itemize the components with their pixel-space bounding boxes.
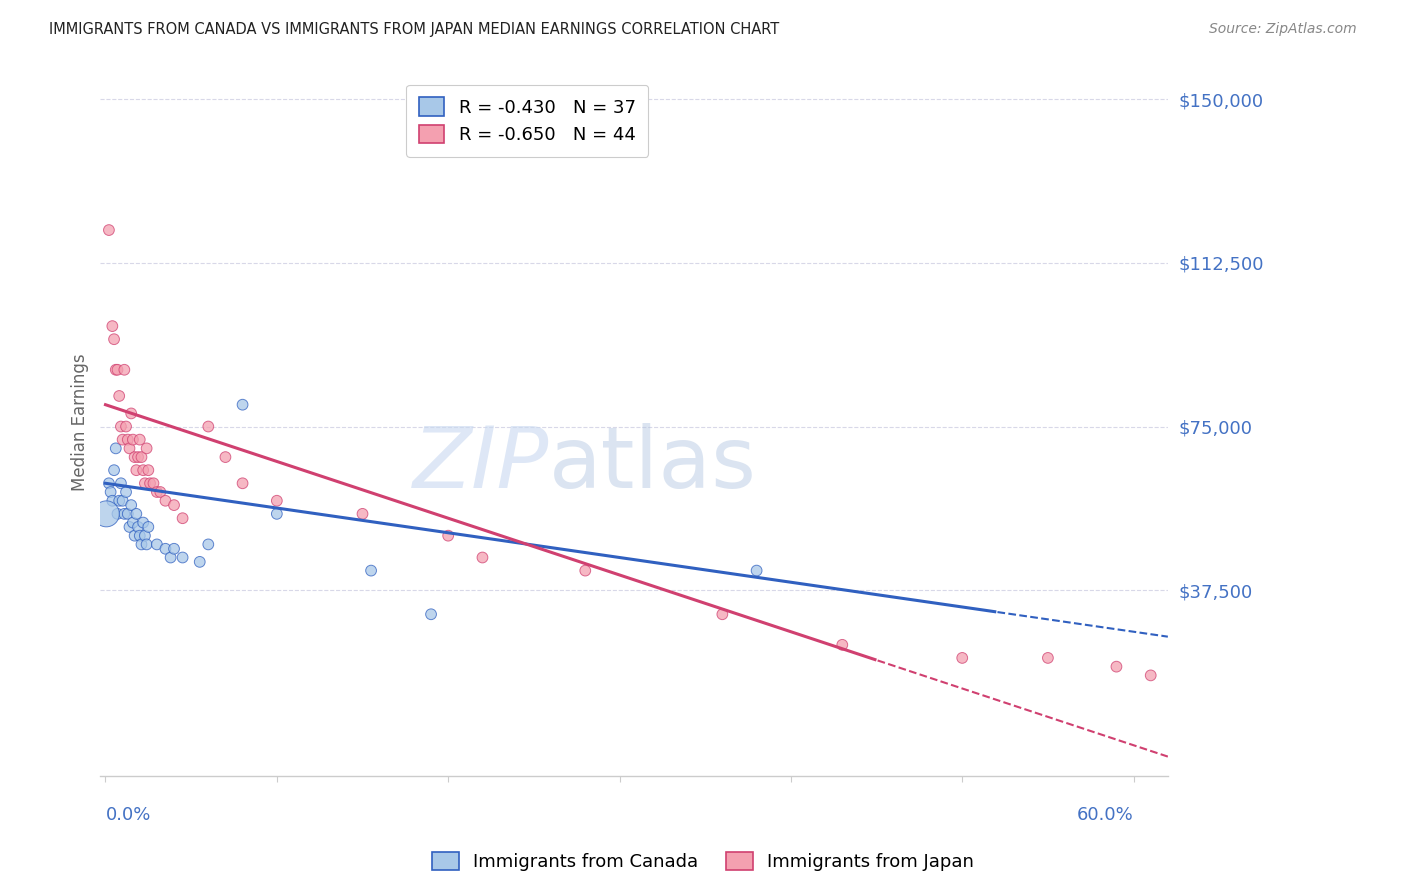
- Point: [155, 541, 177, 556]
- Point: [128, 433, 150, 447]
- Point: [110, 419, 132, 434]
- Text: Source: ZipAtlas.com: Source: ZipAtlas.com: [1209, 22, 1357, 37]
- Point: [101, 319, 124, 334]
- Point: [115, 419, 138, 434]
- Point: [136, 520, 159, 534]
- Point: [103, 463, 125, 477]
- Point: [122, 433, 145, 447]
- Point: [107, 507, 129, 521]
- Point: [232, 476, 254, 491]
- Point: [127, 450, 149, 464]
- Point: [112, 363, 135, 377]
- Point: [122, 516, 145, 530]
- Point: [111, 493, 134, 508]
- Point: [115, 485, 138, 500]
- Point: [120, 406, 142, 420]
- Point: [131, 450, 153, 464]
- Point: [111, 433, 134, 447]
- Point: [120, 498, 142, 512]
- Point: [135, 537, 157, 551]
- Point: [711, 607, 734, 622]
- Text: ZIP: ZIP: [412, 423, 548, 506]
- Point: [108, 389, 131, 403]
- Point: [117, 433, 139, 447]
- Point: [118, 520, 141, 534]
- Point: [172, 550, 194, 565]
- Point: [197, 419, 219, 434]
- Point: [132, 516, 155, 530]
- Point: [131, 537, 153, 551]
- Point: [155, 493, 177, 508]
- Point: [136, 463, 159, 477]
- Point: [266, 507, 288, 521]
- Point: [134, 476, 156, 491]
- Legend: R = -0.430   N = 37, R = -0.650   N = 44: R = -0.430 N = 37, R = -0.650 N = 44: [406, 85, 648, 157]
- Point: [101, 493, 124, 508]
- Y-axis label: Median Earnings: Median Earnings: [72, 353, 89, 491]
- Point: [574, 564, 596, 578]
- Point: [100, 485, 122, 500]
- Point: [1139, 668, 1161, 682]
- Point: [110, 476, 132, 491]
- Point: [360, 564, 382, 578]
- Point: [134, 529, 156, 543]
- Point: [266, 493, 288, 508]
- Point: [112, 507, 135, 521]
- Text: 60.0%: 60.0%: [1077, 806, 1133, 824]
- Text: IMMIGRANTS FROM CANADA VS IMMIGRANTS FROM JAPAN MEDIAN EARNINGS CORRELATION CHAR: IMMIGRANTS FROM CANADA VS IMMIGRANTS FRO…: [49, 22, 779, 37]
- Point: [420, 607, 443, 622]
- Point: [142, 476, 165, 491]
- Point: [107, 363, 129, 377]
- Text: 0.0%: 0.0%: [105, 806, 150, 824]
- Point: [471, 550, 494, 565]
- Point: [214, 450, 236, 464]
- Point: [127, 520, 149, 534]
- Point: [1105, 659, 1128, 673]
- Point: [132, 463, 155, 477]
- Point: [118, 442, 141, 456]
- Point: [97, 476, 120, 491]
- Point: [97, 223, 120, 237]
- Point: [128, 529, 150, 543]
- Text: atlas: atlas: [548, 423, 756, 506]
- Point: [149, 485, 172, 500]
- Point: [135, 442, 157, 456]
- Point: [1036, 651, 1059, 665]
- Point: [172, 511, 194, 525]
- Point: [124, 450, 146, 464]
- Point: [146, 485, 169, 500]
- Point: [159, 550, 181, 565]
- Point: [950, 651, 973, 665]
- Point: [124, 529, 146, 543]
- Point: [104, 442, 127, 456]
- Point: [96, 507, 118, 521]
- Point: [108, 493, 131, 508]
- Point: [352, 507, 374, 521]
- Point: [745, 564, 768, 578]
- Point: [104, 363, 127, 377]
- Point: [232, 398, 254, 412]
- Point: [163, 541, 186, 556]
- Point: [125, 507, 148, 521]
- Point: [117, 507, 139, 521]
- Point: [197, 537, 219, 551]
- Point: [139, 476, 162, 491]
- Point: [125, 463, 148, 477]
- Point: [188, 555, 211, 569]
- Legend: Immigrants from Canada, Immigrants from Japan: Immigrants from Canada, Immigrants from …: [425, 845, 981, 879]
- Point: [437, 529, 460, 543]
- Point: [146, 537, 169, 551]
- Point: [831, 638, 853, 652]
- Point: [103, 332, 125, 346]
- Point: [163, 498, 186, 512]
